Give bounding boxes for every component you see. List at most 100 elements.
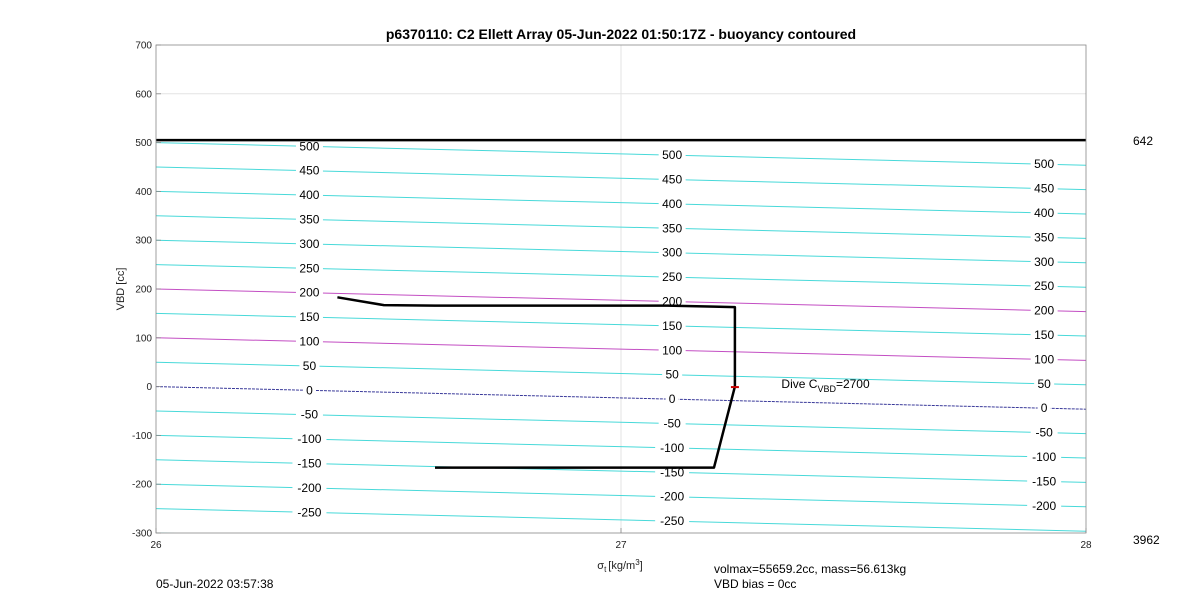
contour-label: 450: [1034, 182, 1054, 196]
dive-trace-line: [337, 296, 737, 469]
contour-label: -250: [660, 514, 684, 528]
contour-label: 100: [662, 343, 682, 357]
y-tick-label: -200: [132, 480, 152, 491]
contour-label-bg: [658, 270, 686, 284]
contour-label: 0: [1041, 401, 1048, 415]
dive-cvbd-annotation: Dive CVBD=2700: [781, 377, 870, 394]
contour-label: 450: [662, 173, 682, 187]
contour-label: 350: [1034, 230, 1054, 244]
contour-label-bg: [299, 358, 320, 372]
contour-label: 150: [1034, 328, 1054, 342]
contour-label-bg: [662, 367, 683, 381]
contour-label: 250: [1034, 279, 1054, 293]
grid-lines: [156, 45, 1086, 533]
contour-label-bg: [292, 456, 327, 470]
contour-label: 250: [299, 261, 319, 275]
y-tick-label: 500: [135, 138, 152, 149]
contour-label: 450: [299, 164, 319, 178]
contour-label-bg: [292, 505, 327, 519]
y-tick-label: 700: [135, 41, 152, 52]
contour-label: -50: [663, 417, 681, 431]
contour-label-bg: [295, 261, 323, 275]
contour-labels: 500450400350300250200150100500-50-100-15…: [292, 139, 1062, 528]
contour-label-bg: [655, 514, 690, 528]
contour-label-bg: [658, 148, 686, 162]
contour-label-bg: [295, 285, 323, 299]
contour-label: 50: [1037, 377, 1051, 391]
contour-label-bg: [658, 221, 686, 235]
contour-label: -200: [297, 481, 321, 495]
footer-vbd-bias: VBD bias = 0cc: [714, 577, 796, 591]
contour-label: -50: [301, 408, 319, 422]
y-tick-label: 0: [146, 382, 152, 393]
x-tick-label: 28: [1080, 540, 1092, 551]
contour-label-bg: [1030, 181, 1058, 195]
y-tick-label: 200: [135, 285, 152, 296]
contour-label-bg: [295, 212, 323, 226]
contour-label-bg: [1027, 474, 1062, 488]
contour-label-bg: [1037, 401, 1051, 415]
contour-label: 200: [1034, 304, 1054, 318]
contour-label: 150: [662, 319, 682, 333]
contour-label: -150: [297, 457, 321, 471]
contour-label: 300: [662, 246, 682, 260]
x-tick-label: 27: [615, 540, 627, 551]
contour-label-bg: [1030, 352, 1058, 366]
y-axis-label: VBD [cc]: [115, 268, 127, 311]
x-axis-label: σt [kg/m3]: [597, 558, 642, 574]
contour-label-bg: [302, 383, 316, 397]
contour-label: 0: [306, 383, 313, 397]
contour-label-bg: [295, 334, 323, 348]
y-tick-label: 300: [135, 236, 152, 247]
y-tick-label: 400: [135, 187, 152, 198]
contour-label-bg: [658, 343, 686, 357]
y-tick-label: -100: [132, 431, 152, 442]
right-label-bottom: 3962: [1133, 533, 1160, 547]
contour-label-bg: [655, 440, 690, 454]
contour-label: -100: [297, 432, 321, 446]
contour-label-bg: [658, 172, 686, 186]
contour-label-bg: [658, 318, 686, 332]
contour-label-bg: [1030, 327, 1058, 341]
contour-label: -200: [660, 490, 684, 504]
contour-label: 100: [1034, 352, 1054, 366]
y-tick-label: -300: [132, 529, 152, 540]
contour-line: [156, 386, 1086, 410]
footer-date: 05-Jun-2022 03:57:38: [156, 577, 274, 591]
y-tick-labels: -300 -200 -100 0 100 200 300 400 500 600 700: [132, 41, 161, 540]
contour-label-bg: [295, 407, 323, 421]
contour-label-bg: [295, 139, 323, 153]
contour-label: 300: [1034, 255, 1054, 269]
contour-label-bg: [1030, 303, 1058, 317]
contour-label-bg: [295, 236, 323, 250]
contour-label: 400: [299, 188, 319, 202]
contour-label: 250: [662, 270, 682, 284]
contour-label-bg: [292, 432, 327, 446]
footer-volmax: volmax=55659.2cc, mass=56.613kg: [714, 562, 906, 576]
chart-title: p6370110: C2 Ellett Array 05-Jun-2022 01…: [386, 26, 856, 42]
contour-label-bg: [295, 188, 323, 202]
contour-label: -150: [1032, 474, 1056, 488]
contour-label: 200: [299, 286, 319, 300]
contour-label-bg: [1030, 230, 1058, 244]
contour-label: 400: [1034, 206, 1054, 220]
contour-label: 100: [299, 335, 319, 349]
contour-label-bg: [658, 416, 686, 430]
contour-label: 500: [299, 139, 319, 153]
contour-label-bg: [295, 163, 323, 177]
contour-label: 150: [299, 310, 319, 324]
contour-label-bg: [1030, 279, 1058, 293]
right-label-top: 642: [1133, 134, 1153, 148]
contour-label-bg: [295, 310, 323, 324]
contour-label: -100: [660, 441, 684, 455]
contour-label: 50: [303, 359, 317, 373]
contour-label-bg: [1027, 449, 1062, 463]
contour-label-bg: [1030, 157, 1058, 171]
contour-label: 500: [1034, 157, 1054, 171]
contour-label-bg: [1034, 376, 1055, 390]
contour-label: 400: [662, 197, 682, 211]
contour-label-bg: [1030, 254, 1058, 268]
x-tick-labels: 26 27 28: [150, 528, 1092, 551]
contour-label-bg: [655, 489, 690, 503]
